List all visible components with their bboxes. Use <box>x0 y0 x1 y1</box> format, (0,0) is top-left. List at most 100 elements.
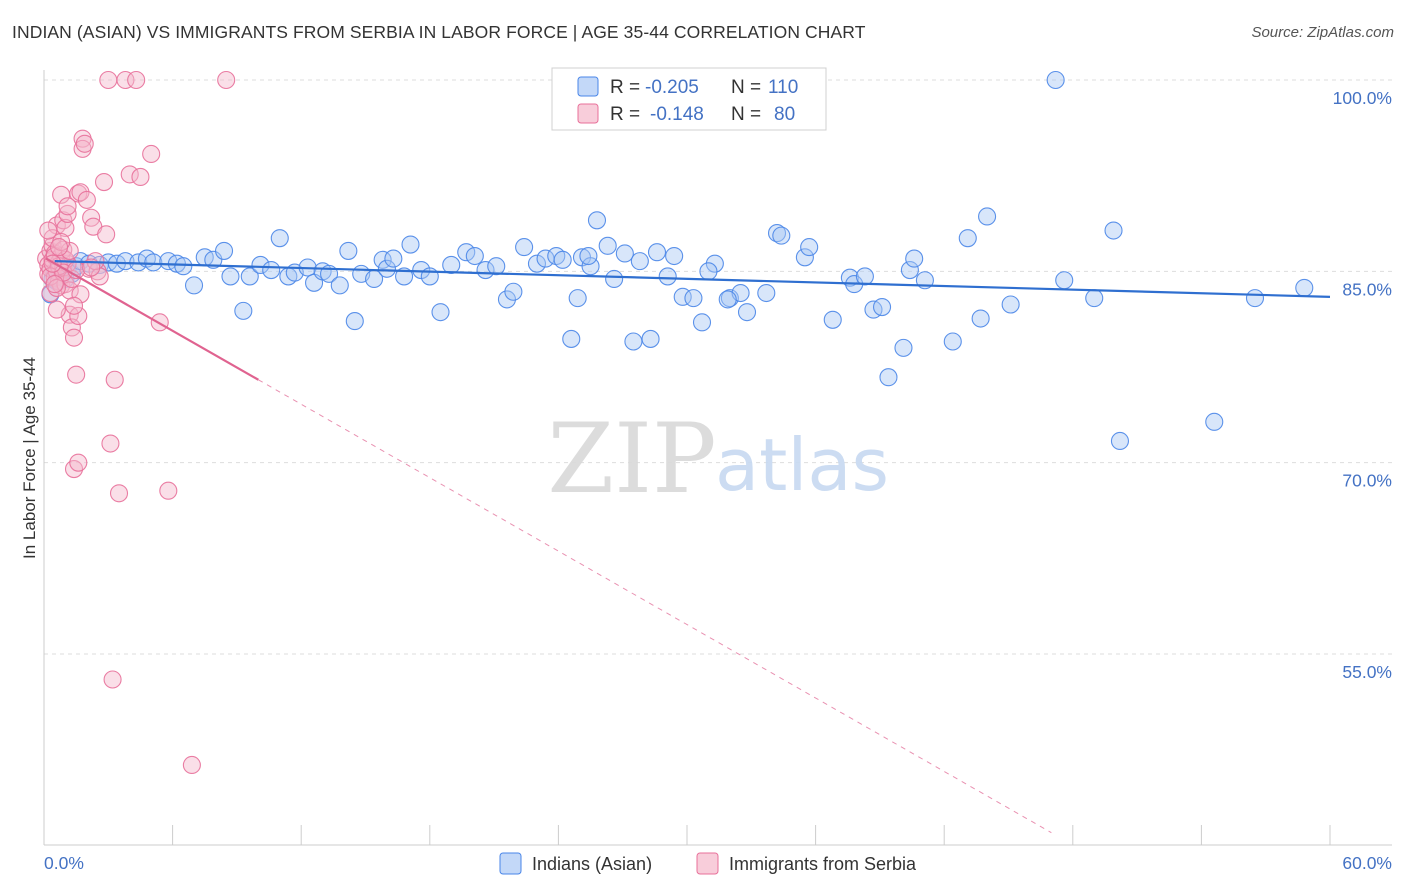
y-tick-labels: 55.0% 70.0% 85.0% 100.0% <box>1333 88 1392 682</box>
data-point <box>872 297 892 317</box>
data-point <box>1085 289 1104 308</box>
legend-r-label-blue: R = <box>610 77 640 98</box>
data-point <box>144 253 163 272</box>
data-point <box>234 301 253 320</box>
source-credit: Source: ZipAtlas.com <box>1251 24 1394 41</box>
data-point <box>658 267 677 286</box>
bottom-legend-swatch-blue <box>499 852 522 875</box>
data-point <box>487 257 506 276</box>
data-point <box>251 255 270 275</box>
data-point <box>457 243 476 262</box>
data-point <box>772 226 791 245</box>
data-point <box>1110 431 1130 451</box>
data-point <box>823 310 842 329</box>
data-point <box>103 670 122 689</box>
data-point <box>77 190 96 209</box>
trend-line-indians-asian <box>54 260 1331 298</box>
y-tick-label-85: 85.0% <box>1342 279 1392 299</box>
data-point <box>58 197 77 216</box>
legend-n-value-blue: 110 <box>768 77 798 98</box>
data-point <box>71 183 90 202</box>
data-point <box>568 289 587 308</box>
data-point <box>705 254 724 273</box>
data-point <box>142 144 161 164</box>
trend-line-immigrants-from-serbia <box>45 257 259 381</box>
data-point <box>943 332 962 351</box>
data-point <box>641 329 660 348</box>
data-point <box>221 267 240 286</box>
data-point <box>684 289 703 308</box>
x-tick-label-max: 60.0% <box>1342 853 1392 873</box>
data-point <box>384 249 403 268</box>
data-point <box>718 290 737 309</box>
data-point <box>900 261 919 280</box>
data-point <box>58 204 77 223</box>
legend-r-value-blue: -0.205 <box>645 77 699 98</box>
data-point <box>120 165 139 184</box>
legend-r-label-pink: R = <box>610 104 640 125</box>
data-point <box>109 484 129 503</box>
series-immigrants-from-serbia <box>37 70 236 775</box>
data-point <box>345 312 364 331</box>
y-tick-label-55: 55.0% <box>1342 662 1392 682</box>
data-point <box>217 70 236 90</box>
series-legend: Indians (Asian) Immigrants from Serbia <box>499 852 917 875</box>
data-point <box>971 309 990 328</box>
data-point <box>1295 278 1314 297</box>
trend-line-immigrants-from-serbia-extension <box>258 379 1052 834</box>
data-point <box>692 313 712 332</box>
data-point <box>105 370 124 389</box>
data-point <box>64 296 84 315</box>
data-point <box>442 255 461 275</box>
data-point <box>101 434 120 453</box>
data-point <box>905 249 924 268</box>
data-point <box>515 238 534 257</box>
data-point <box>879 368 898 387</box>
data-point <box>214 241 234 260</box>
data-point <box>184 276 204 295</box>
data-point <box>598 236 617 255</box>
data-point <box>116 70 135 90</box>
data-point <box>116 252 135 271</box>
data-point <box>39 221 58 240</box>
grid-lines <box>44 79 1392 655</box>
data-point <box>665 246 684 266</box>
data-point <box>795 248 814 267</box>
data-point <box>605 269 624 289</box>
data-point <box>553 250 572 269</box>
trend-lines <box>45 257 1331 834</box>
data-point <box>894 338 913 357</box>
data-point <box>1245 289 1265 308</box>
legend-r-value-pink: -0.148 <box>650 104 704 125</box>
data-point <box>377 259 396 278</box>
data-point <box>1001 295 1020 314</box>
data-point <box>757 283 776 303</box>
x-tick-label-min: 0.0% <box>44 853 84 873</box>
data-point <box>127 70 146 90</box>
data-point <box>75 134 94 153</box>
data-point <box>527 254 547 273</box>
data-point <box>1046 70 1065 90</box>
data-point <box>45 275 64 294</box>
axes <box>43 70 1392 846</box>
data-point <box>159 481 178 500</box>
data-point <box>737 303 757 322</box>
data-point <box>69 453 88 472</box>
data-point <box>330 276 349 295</box>
data-point <box>69 306 88 326</box>
y-tick-label-100: 100.0% <box>1333 88 1392 108</box>
data-point <box>94 172 114 192</box>
series-indians-asian <box>41 70 1314 451</box>
data-point <box>615 244 634 263</box>
data-point <box>958 229 977 248</box>
data-point <box>131 167 150 186</box>
data-point <box>579 246 598 266</box>
stats-legend: R = -0.205 N = 110 R = -0.148 N = 80 <box>551 67 827 131</box>
data-point <box>1104 221 1123 240</box>
data-point <box>465 246 484 266</box>
legend-swatch-pink <box>577 103 599 124</box>
data-point <box>99 70 118 90</box>
data-point <box>800 238 819 257</box>
legend-n-label-pink: N = <box>731 104 761 125</box>
bottom-legend-swatch-pink <box>696 852 719 875</box>
